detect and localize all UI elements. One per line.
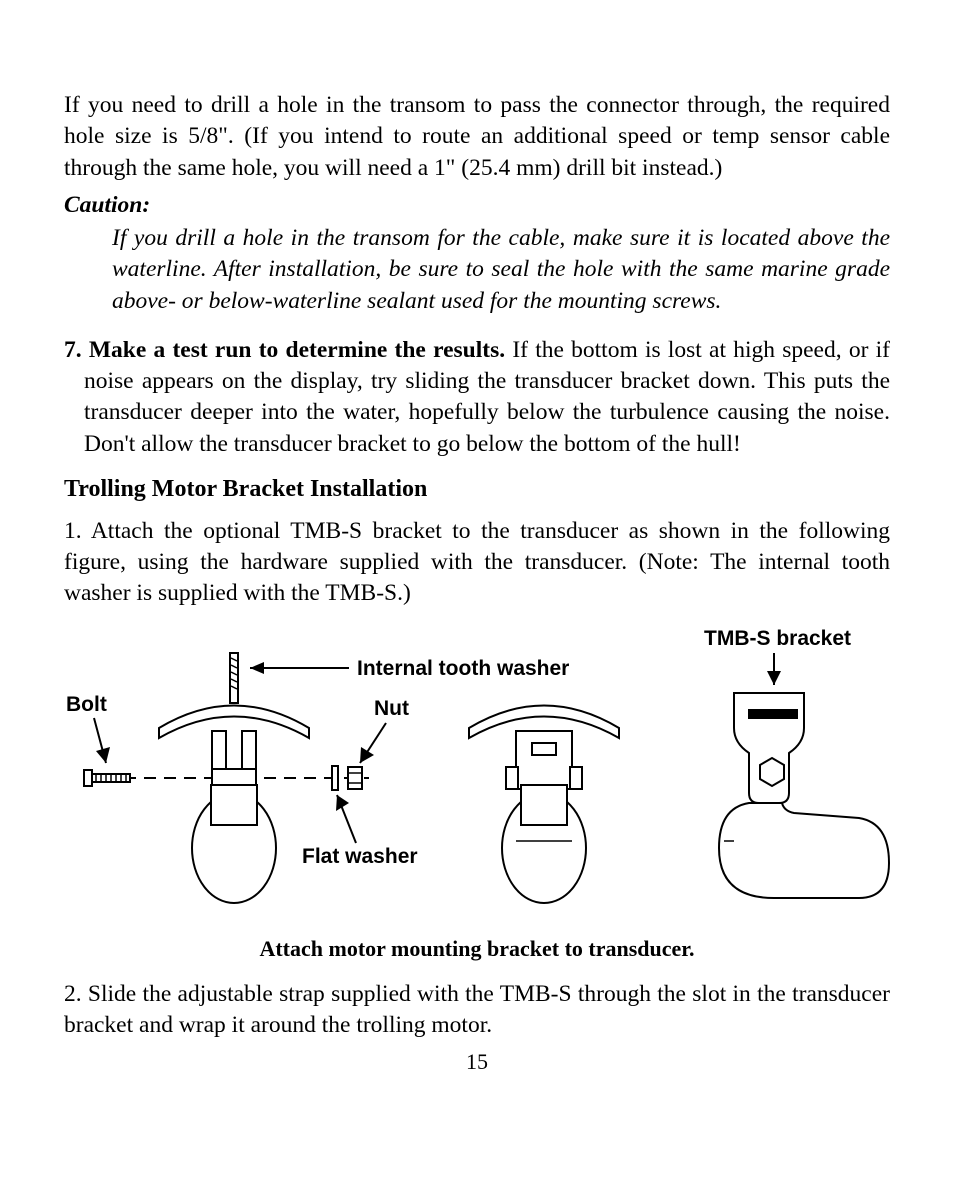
- document-page: If you need to drill a hole in the trans…: [0, 0, 954, 1139]
- trolling-heading: Trolling Motor Bracket Installation: [64, 474, 890, 506]
- label-internal-tooth-washer: Internal tooth washer: [357, 657, 569, 680]
- caution-body: If you drill a hole in the transom for t…: [112, 223, 890, 317]
- step-7: 7. Make a test run to determine the resu…: [64, 335, 890, 460]
- nut-icon: [348, 767, 362, 789]
- figure-caption: Attach motor mounting bracket to transdu…: [64, 934, 890, 963]
- assembled-front-icon: [469, 706, 619, 904]
- tmb-s-diagram-svg: .ln { stroke:#000; stroke-width:2; fill:…: [64, 623, 894, 918]
- figure-tmb-s-assembly: .ln { stroke:#000; stroke-width:2; fill:…: [64, 623, 890, 963]
- label-tmb-s-bracket: TMB-S bracket: [704, 627, 851, 650]
- label-flat-washer: Flat washer: [302, 845, 418, 868]
- page-number: 15: [64, 1047, 890, 1076]
- step-7-lead: 7. Make a test run to determine the resu…: [64, 337, 505, 363]
- caution-heading: Caution:: [64, 190, 890, 221]
- flat-washer-icon: [332, 766, 338, 790]
- trolling-step-1: 1. Attach the optional TMB-S bracket to …: [64, 516, 890, 610]
- trolling-step-2: 2. Slide the adjustable strap supplied w…: [64, 979, 890, 1042]
- intro-paragraph: If you need to drill a hole in the trans…: [64, 90, 890, 184]
- bolt-icon: [84, 770, 130, 786]
- assembled-side-icon: [719, 693, 889, 898]
- label-nut: Nut: [374, 697, 409, 720]
- label-bolt: Bolt: [66, 693, 107, 716]
